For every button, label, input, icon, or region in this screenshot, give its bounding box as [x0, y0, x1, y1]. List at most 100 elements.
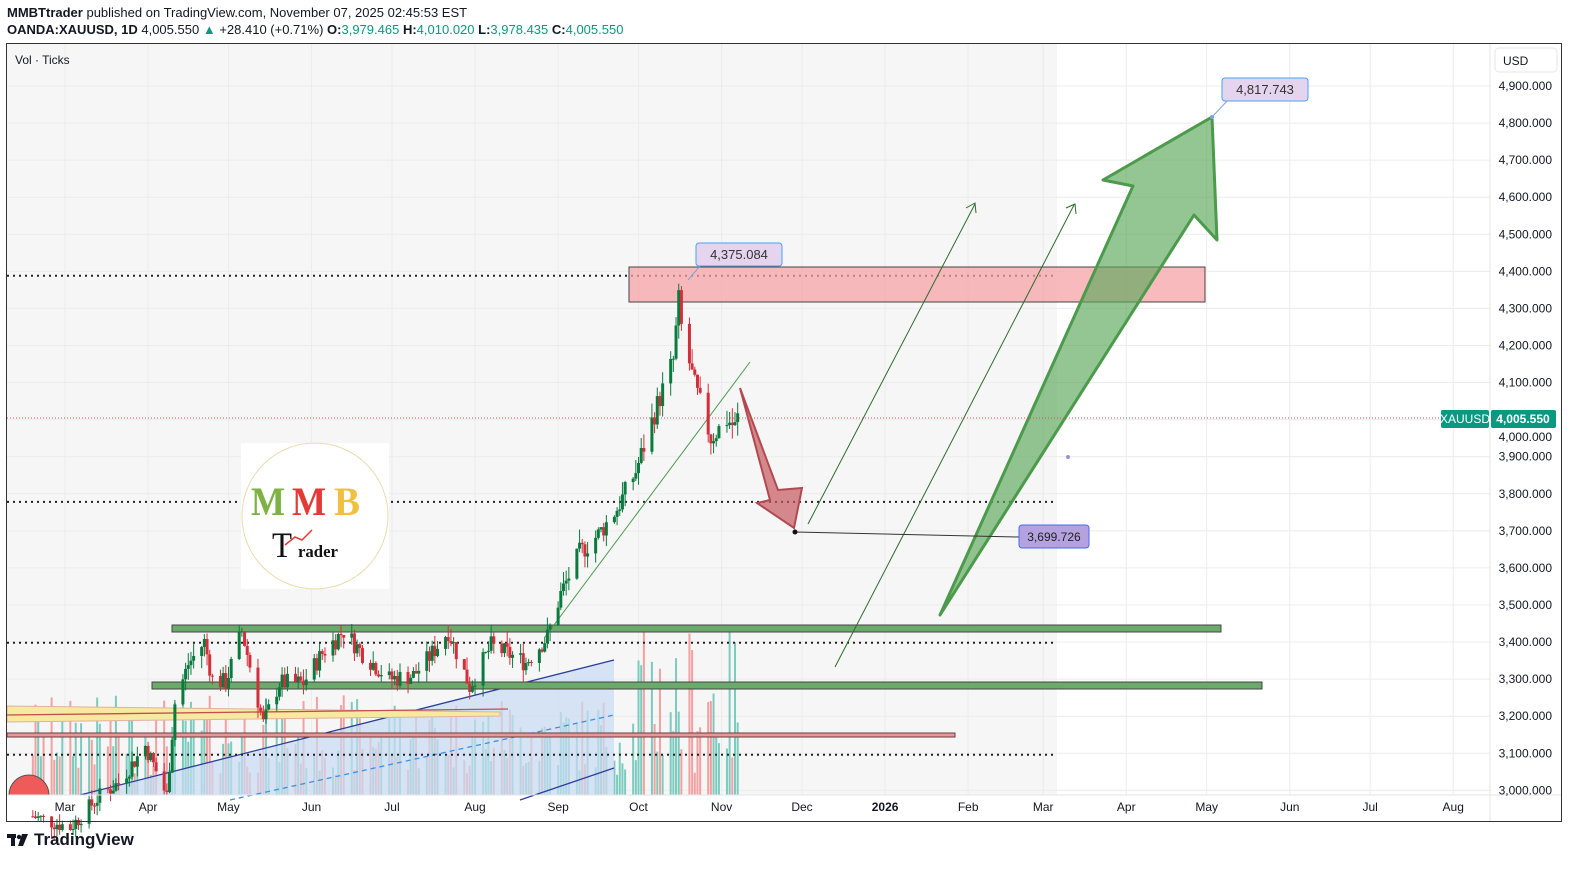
support-zone-upper[interactable]: [171, 624, 1222, 633]
candle-body: [55, 824, 59, 830]
candle-body: [323, 653, 327, 656]
candle-body: [524, 663, 528, 671]
volume-indicator-label[interactable]: Vol · Ticks: [15, 53, 70, 67]
candle-body: [462, 659, 466, 670]
price-tick-label: 4,600.000: [1499, 190, 1553, 204]
candle-body: [671, 358, 675, 360]
volume-bar: [640, 665, 643, 795]
volume-bar: [616, 774, 619, 795]
candle-body: [168, 772, 172, 793]
time-tick-label: Jun: [1280, 800, 1299, 814]
candle-body: [283, 674, 287, 688]
volume-bar: [709, 701, 712, 795]
volume-bar: [715, 736, 718, 795]
tradingview-footer[interactable]: TradingView: [7, 830, 134, 850]
support-zone-lower[interactable]: [151, 681, 1263, 690]
price-tick-label: 4,200.000: [1499, 338, 1553, 352]
candle-body: [135, 756, 139, 767]
candle-body: [127, 776, 131, 779]
symbol-badge-text: XAUUSD: [1440, 412, 1490, 426]
time-axis[interactable]: Mar Apr May Jun Jul Aug Sep Oct Nov Dec 2026 Feb Mar…: [55, 800, 1464, 814]
candle-body: [529, 661, 533, 663]
candle-body: [192, 655, 196, 661]
candle-body: [452, 642, 456, 644]
symbol-badge: [1441, 410, 1489, 428]
open-label: O:: [327, 22, 342, 37]
candle-body: [162, 771, 166, 791]
candle-body: [468, 683, 472, 692]
target-point: [792, 529, 798, 535]
candle-body: [444, 637, 448, 649]
candle-body: [620, 494, 624, 510]
candle-body: [736, 413, 740, 423]
down-arrow[interactable]: [739, 387, 804, 530]
candle-body: [374, 662, 378, 675]
high-value: 4,010.020: [416, 22, 475, 37]
volume-bar: [114, 695, 117, 795]
candle-body: [521, 653, 525, 671]
target-line[interactable]: [794, 531, 1020, 538]
time-tick-label: Mar: [1033, 800, 1054, 814]
candle-body: [398, 671, 402, 686]
volume-bar: [80, 723, 83, 795]
thin-up-arrow-2[interactable]: [834, 204, 1075, 668]
volume-bar: [93, 764, 96, 795]
currency-button[interactable]: [1494, 47, 1558, 73]
time-tick-label: Oct: [629, 800, 648, 814]
last-price-badge: [1491, 410, 1556, 428]
price-label-target[interactable]: [1221, 77, 1309, 102]
candle-body: [414, 670, 418, 674]
tradingview-brand: TradingView: [34, 830, 134, 849]
candle-body: [243, 631, 247, 646]
volume-bar: [658, 668, 661, 795]
open-value: 3,979.465: [341, 22, 400, 37]
svg-text:M: M: [292, 479, 326, 524]
candle-body: [320, 651, 324, 654]
publisher-name[interactable]: MMBTtrader: [7, 5, 83, 20]
price-tick-label: 3,200.000: [1499, 709, 1553, 723]
volume-bar: [728, 626, 731, 795]
time-tick-label: Jul: [384, 800, 399, 814]
candle-body: [580, 542, 584, 545]
candle-body: [109, 789, 113, 794]
candle-body: [725, 425, 729, 427]
volume-bar: [642, 629, 645, 795]
thin-up-arrow-1[interactable]: [807, 203, 976, 525]
low-label: L:: [478, 22, 491, 37]
volume-bar: [680, 749, 683, 795]
candle-body: [277, 687, 281, 697]
candle-body: [505, 643, 509, 647]
candle-body: [92, 805, 96, 807]
close-label: C:: [551, 22, 566, 37]
candle-body: [508, 646, 512, 658]
volume-bar: [144, 735, 147, 795]
symbol-label[interactable]: OANDA:XAUUSD, 1D: [7, 22, 138, 37]
candle-body: [596, 529, 600, 538]
volume-bar: [192, 708, 195, 795]
uptrend-line[interactable]: [544, 361, 751, 638]
volume-bar: [717, 743, 720, 795]
candle-body: [173, 704, 177, 740]
time-tick-label: Aug: [464, 800, 485, 814]
volume-bar: [181, 703, 184, 795]
volume-bar: [165, 746, 168, 795]
price-label-low[interactable]: [1018, 524, 1090, 549]
volume-bar: [618, 742, 621, 795]
candle-body: [395, 676, 399, 686]
arrowhead-icon: [1065, 203, 1077, 215]
candle-body: [503, 643, 507, 654]
candle-body: [537, 649, 541, 663]
candle-body: [98, 788, 102, 803]
volume-bar: [656, 751, 659, 795]
price-label-peak[interactable]: [695, 242, 783, 267]
channel-mid-line: [229, 714, 615, 801]
volume-bar: [50, 697, 53, 795]
last-price-badge-text: 4,005.550: [1496, 412, 1550, 426]
candle-body: [71, 829, 75, 831]
price-axis[interactable]: 3,000.000 3,100.000 3,200.000 3,300.000 3,40…: [1499, 79, 1553, 797]
candle-body: [583, 544, 587, 557]
candle-body: [454, 642, 458, 660]
candle-body: [631, 478, 635, 483]
candle-body: [125, 778, 129, 784]
